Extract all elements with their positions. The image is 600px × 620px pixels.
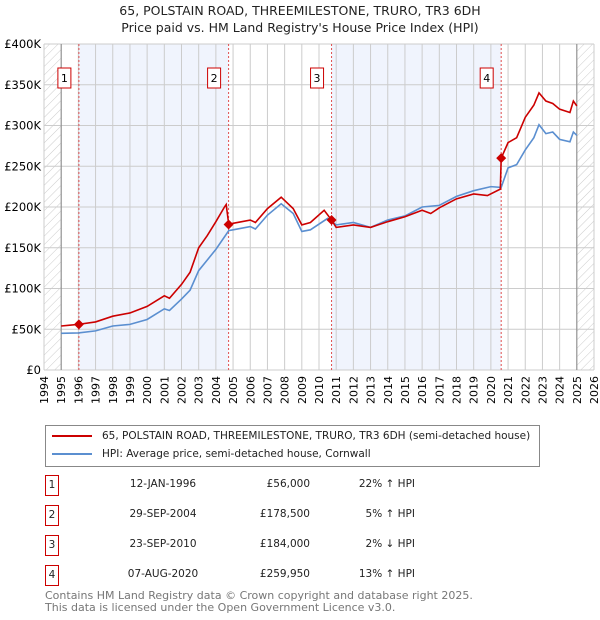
footer: Contains HM Land Registry data © Crown c… bbox=[45, 590, 473, 614]
x-tick-label: 2006 bbox=[244, 376, 257, 404]
x-tick-label: 2018 bbox=[451, 376, 464, 404]
legend: 65, POLSTAIN ROAD, THREEMILESTONE, TRURO… bbox=[45, 425, 540, 467]
title-line: 65, POLSTAIN ROAD, THREEMILESTONE, TRURO… bbox=[119, 3, 481, 18]
y-tick-label: £50K bbox=[12, 322, 42, 336]
x-tick-label: 1997 bbox=[90, 376, 103, 404]
sale-date: 07-AUG-2020 bbox=[127, 568, 199, 580]
sale-hpi-diff: 5% ↑ HPI bbox=[365, 508, 415, 520]
chart-title: 65, POLSTAIN ROAD, THREEMILESTONE, TRURO… bbox=[0, 2, 600, 36]
x-tick-label: 2024 bbox=[554, 376, 567, 404]
sale-point bbox=[496, 153, 507, 164]
x-tick-label: 2012 bbox=[347, 376, 360, 404]
y-tick-label: £400K bbox=[4, 37, 41, 51]
y-tick-label: £100K bbox=[4, 282, 41, 296]
x-tick-label: 2007 bbox=[261, 376, 274, 404]
sale-point bbox=[223, 219, 234, 230]
footer-line: Contains HM Land Registry data © Crown c… bbox=[45, 589, 473, 602]
sale-row: 1 12-JAN-1996 £56,000 22% ↑ HPI bbox=[45, 475, 465, 496]
x-tick-label: 1995 bbox=[55, 376, 68, 404]
sale-label-box bbox=[479, 67, 494, 89]
x-tick-label: 2021 bbox=[502, 376, 515, 404]
sale-hpi-diff: 2% ↓ HPI bbox=[365, 538, 415, 550]
sale-price: £184,000 bbox=[259, 538, 310, 550]
sale-row: 2 29-SEP-2004 £178,500 5% ↑ HPI bbox=[45, 505, 465, 526]
x-tick-label: 2008 bbox=[279, 376, 292, 404]
x-tick-label: 2003 bbox=[193, 376, 206, 404]
sale-hpi-diff: 22% ↑ HPI bbox=[358, 478, 415, 490]
sale-number: 2 bbox=[45, 505, 59, 526]
x-tick-label: 1998 bbox=[107, 376, 120, 404]
sale-date: 12-JAN-1996 bbox=[129, 478, 197, 490]
x-tick-label: 2005 bbox=[227, 376, 240, 404]
sale-number: 4 bbox=[45, 565, 59, 586]
y-tick-label: £0 bbox=[26, 363, 41, 377]
x-tick-label: 2004 bbox=[210, 376, 223, 404]
x-tick-label: 1999 bbox=[124, 376, 137, 404]
x-tick-label: 2010 bbox=[313, 376, 326, 404]
x-tick-label: 2019 bbox=[468, 376, 481, 404]
y-tick-label: £150K bbox=[4, 241, 41, 255]
footer-line: This data is licensed under the Open Gov… bbox=[45, 601, 396, 614]
x-tick-label: 2013 bbox=[365, 376, 378, 404]
sale-price: £259,950 bbox=[259, 568, 310, 580]
x-tick-label: 2016 bbox=[416, 376, 429, 404]
blue-line-swatch bbox=[52, 453, 92, 455]
sale-hpi-diff: 13% ↑ HPI bbox=[358, 568, 415, 580]
x-tick-label: 2026 bbox=[588, 376, 600, 404]
legend-label: 65, POLSTAIN ROAD, THREEMILESTONE, TRURO… bbox=[102, 430, 531, 442]
sale-date: 23-SEP-2010 bbox=[129, 538, 197, 550]
x-tick-label: 2001 bbox=[158, 376, 171, 404]
hpi-line bbox=[61, 123, 578, 335]
sale-number: 3 bbox=[45, 535, 59, 556]
sale-label-box bbox=[207, 67, 222, 89]
y-tick-label: £250K bbox=[4, 159, 41, 173]
property-price-line bbox=[61, 91, 578, 327]
x-tick-label: 2009 bbox=[296, 376, 309, 404]
sale-label: 2 bbox=[211, 72, 218, 85]
x-tick-label: 2002 bbox=[176, 376, 189, 404]
x-tick-label: 2017 bbox=[433, 376, 446, 404]
sale-price: £178,500 bbox=[259, 508, 310, 520]
x-tick-label: 2020 bbox=[485, 376, 498, 404]
x-tick-label: 2014 bbox=[382, 376, 395, 404]
sale-label: 3 bbox=[314, 72, 321, 85]
sale-date: 29-SEP-2004 bbox=[129, 508, 197, 520]
x-tick-label: 2015 bbox=[399, 376, 412, 404]
sale-label-box bbox=[57, 67, 72, 89]
x-tick-label: 1994 bbox=[38, 376, 51, 404]
x-tick-label: 2022 bbox=[519, 376, 532, 404]
red-line-swatch bbox=[52, 435, 92, 437]
sale-label: 4 bbox=[483, 72, 490, 85]
sale-point bbox=[326, 215, 337, 226]
x-tick-label: 2000 bbox=[141, 376, 154, 404]
legend-item-hpi: HPI: Average price, semi-detached house,… bbox=[52, 448, 371, 460]
x-tick-label: 1996 bbox=[72, 376, 85, 404]
subtitle-line: Price paid vs. HM Land Registry's House … bbox=[121, 20, 479, 35]
y-tick-label: £350K bbox=[4, 78, 41, 92]
y-tick-label: £200K bbox=[4, 200, 41, 214]
sale-price: £56,000 bbox=[266, 478, 310, 490]
sale-row: 4 07-AUG-2020 £259,950 13% ↑ HPI bbox=[45, 565, 465, 586]
sale-number: 1 bbox=[45, 475, 59, 496]
price-chart: 1994 1995 1996 1997 1998 1999 2000 2001 2002 2003… bbox=[4, 37, 600, 404]
x-tick-label: 2011 bbox=[330, 376, 343, 404]
x-tick-label: 2025 bbox=[571, 376, 584, 404]
y-tick-label: £300K bbox=[4, 119, 41, 133]
legend-label: HPI: Average price, semi-detached house,… bbox=[102, 448, 371, 460]
sale-point bbox=[73, 319, 84, 330]
sale-row: 3 23-SEP-2010 £184,000 2% ↓ HPI bbox=[45, 535, 465, 556]
sale-label: 1 bbox=[61, 72, 68, 85]
legend-item-property: 65, POLSTAIN ROAD, THREEMILESTONE, TRURO… bbox=[52, 430, 530, 442]
sale-label-box bbox=[310, 67, 325, 89]
x-tick-label: 2023 bbox=[536, 376, 549, 404]
